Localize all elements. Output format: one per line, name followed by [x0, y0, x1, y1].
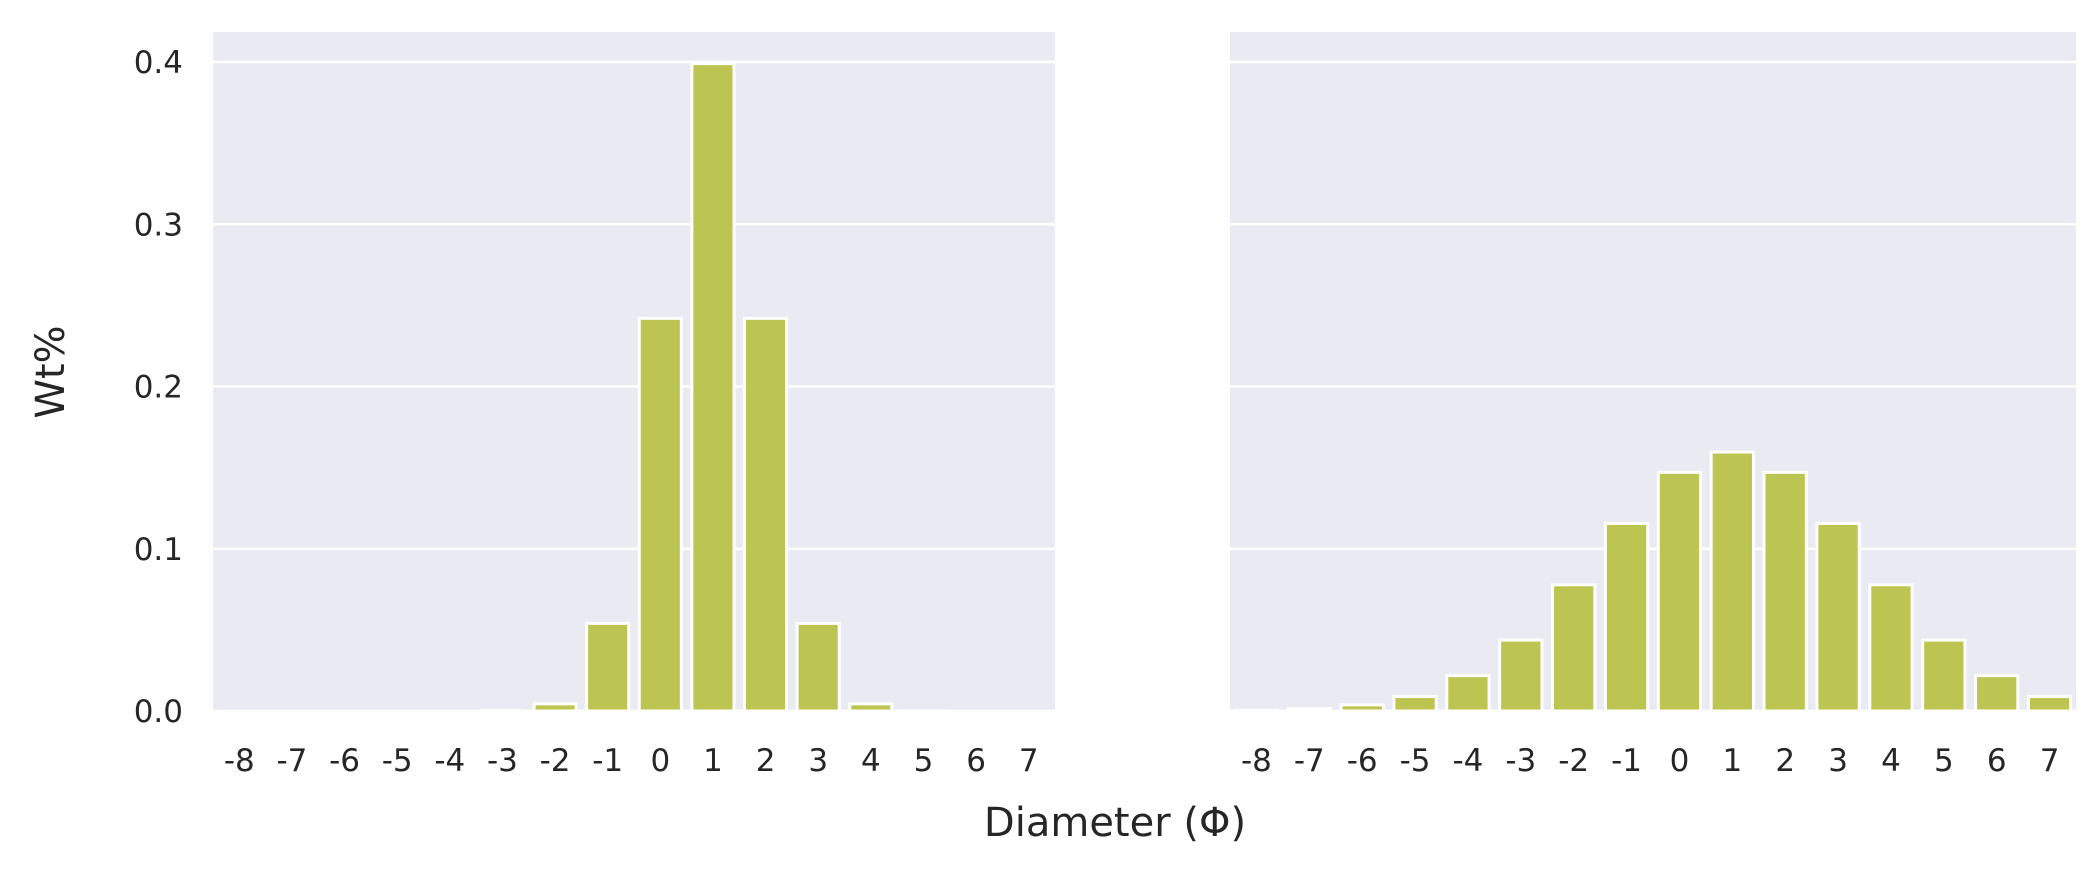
right-bar — [1603, 521, 1650, 713]
left-x-tick-label: 1 — [703, 743, 723, 779]
left-x-tick-label: -3 — [487, 743, 518, 779]
left-x-tick-label: 6 — [966, 743, 986, 779]
right-chart-panel: -8 -7 -6 -5 -4 -3 -2 -1 0 1 2 3 4 5 6 7 — [1230, 32, 2076, 779]
right-x-tick-label: -1 — [1611, 743, 1642, 779]
right-bar — [1339, 703, 1385, 713]
right-x-tick-label: 3 — [1828, 743, 1848, 779]
left-plot-area — [213, 32, 1055, 711]
right-x-tick-label: 6 — [1987, 743, 2007, 779]
right-x-tick-label: 5 — [1934, 743, 1954, 779]
right-bar — [1974, 674, 2020, 713]
left-x-tick-label: -6 — [329, 743, 360, 779]
left-x-tick-label: 0 — [650, 743, 670, 779]
right-bar — [1868, 583, 1914, 713]
right-bar — [1233, 708, 1280, 713]
right-plot-area — [1230, 32, 2076, 711]
left-x-tick-label: 2 — [756, 743, 776, 779]
left-x-tick-label: -8 — [224, 743, 255, 779]
left-y-tick-label: 0.0 — [134, 694, 183, 730]
right-x-tick-label: -2 — [1558, 743, 1589, 779]
right-x-tick-label: -5 — [1400, 743, 1431, 779]
left-y-tick-label: 0.4 — [134, 45, 183, 81]
right-bar — [1498, 638, 1544, 713]
left-bars — [479, 62, 946, 713]
left-x-tick-label: 7 — [1019, 743, 1039, 779]
left-bar — [690, 62, 736, 713]
left-x-tick-label: -4 — [434, 743, 465, 779]
y-axis-label: Wt% — [28, 325, 74, 418]
right-x-tick-label: 2 — [1775, 743, 1795, 779]
right-bar — [1656, 470, 1703, 713]
right-x-tick-label: -6 — [1347, 743, 1378, 779]
left-x-tick-label: -2 — [540, 743, 571, 779]
right-x-tick-label: -4 — [1452, 743, 1483, 779]
left-x-tick-label: 5 — [914, 743, 934, 779]
right-bar — [1551, 583, 1597, 713]
right-x-tick-label: -8 — [1241, 743, 1272, 779]
left-chart-panel: 0.0 0.1 0.2 0.3 0.4 -8 -7 -6 -5 -4 -3 -2 -1 0 1 2 3 4 5 6 7 — [134, 32, 1055, 779]
right-bar — [1709, 450, 1755, 713]
right-bar — [1762, 470, 1808, 713]
left-y-tick-label: 0.1 — [134, 532, 183, 568]
right-x-tick-label: 7 — [2040, 743, 2060, 779]
right-x-tick-label: -3 — [1505, 743, 1536, 779]
right-x-tick-label: 1 — [1722, 743, 1742, 779]
left-x-tick-label: -1 — [592, 743, 623, 779]
left-bar — [585, 621, 631, 713]
left-x-tick-label: -7 — [276, 743, 307, 779]
left-y-tick-label: 0.3 — [134, 207, 183, 243]
left-bar — [848, 702, 894, 713]
right-x-tick-label: 0 — [1670, 743, 1690, 779]
right-x-tick-labels: -8 -7 -6 -5 -4 -3 -2 -1 0 1 2 3 4 5 6 7 — [1241, 743, 2059, 779]
right-bars — [1233, 450, 2073, 713]
left-x-tick-label: 4 — [861, 743, 881, 779]
right-bar — [1921, 638, 1967, 713]
right-bar — [1286, 707, 1332, 713]
left-bar — [532, 702, 578, 713]
left-y-tick-labels: 0.0 0.1 0.2 0.3 0.4 — [134, 45, 183, 730]
right-bar — [1445, 674, 1491, 713]
right-bar — [1815, 521, 1861, 713]
left-x-tick-label: 3 — [808, 743, 828, 779]
left-bar — [637, 316, 683, 713]
left-x-tick-label: -5 — [382, 743, 413, 779]
left-bar — [795, 621, 841, 713]
right-x-tick-label: 4 — [1881, 743, 1901, 779]
x-axis-label: Diameter (Φ) — [984, 800, 1246, 846]
left-x-tick-labels: -8 -7 -6 -5 -4 -3 -2 -1 0 1 2 3 4 5 6 7 — [224, 743, 1039, 779]
left-y-tick-label: 0.2 — [134, 370, 183, 406]
right-bar — [1392, 695, 1438, 713]
left-bar — [743, 316, 789, 713]
right-x-tick-label: -7 — [1294, 743, 1325, 779]
right-bar — [2026, 695, 2073, 713]
